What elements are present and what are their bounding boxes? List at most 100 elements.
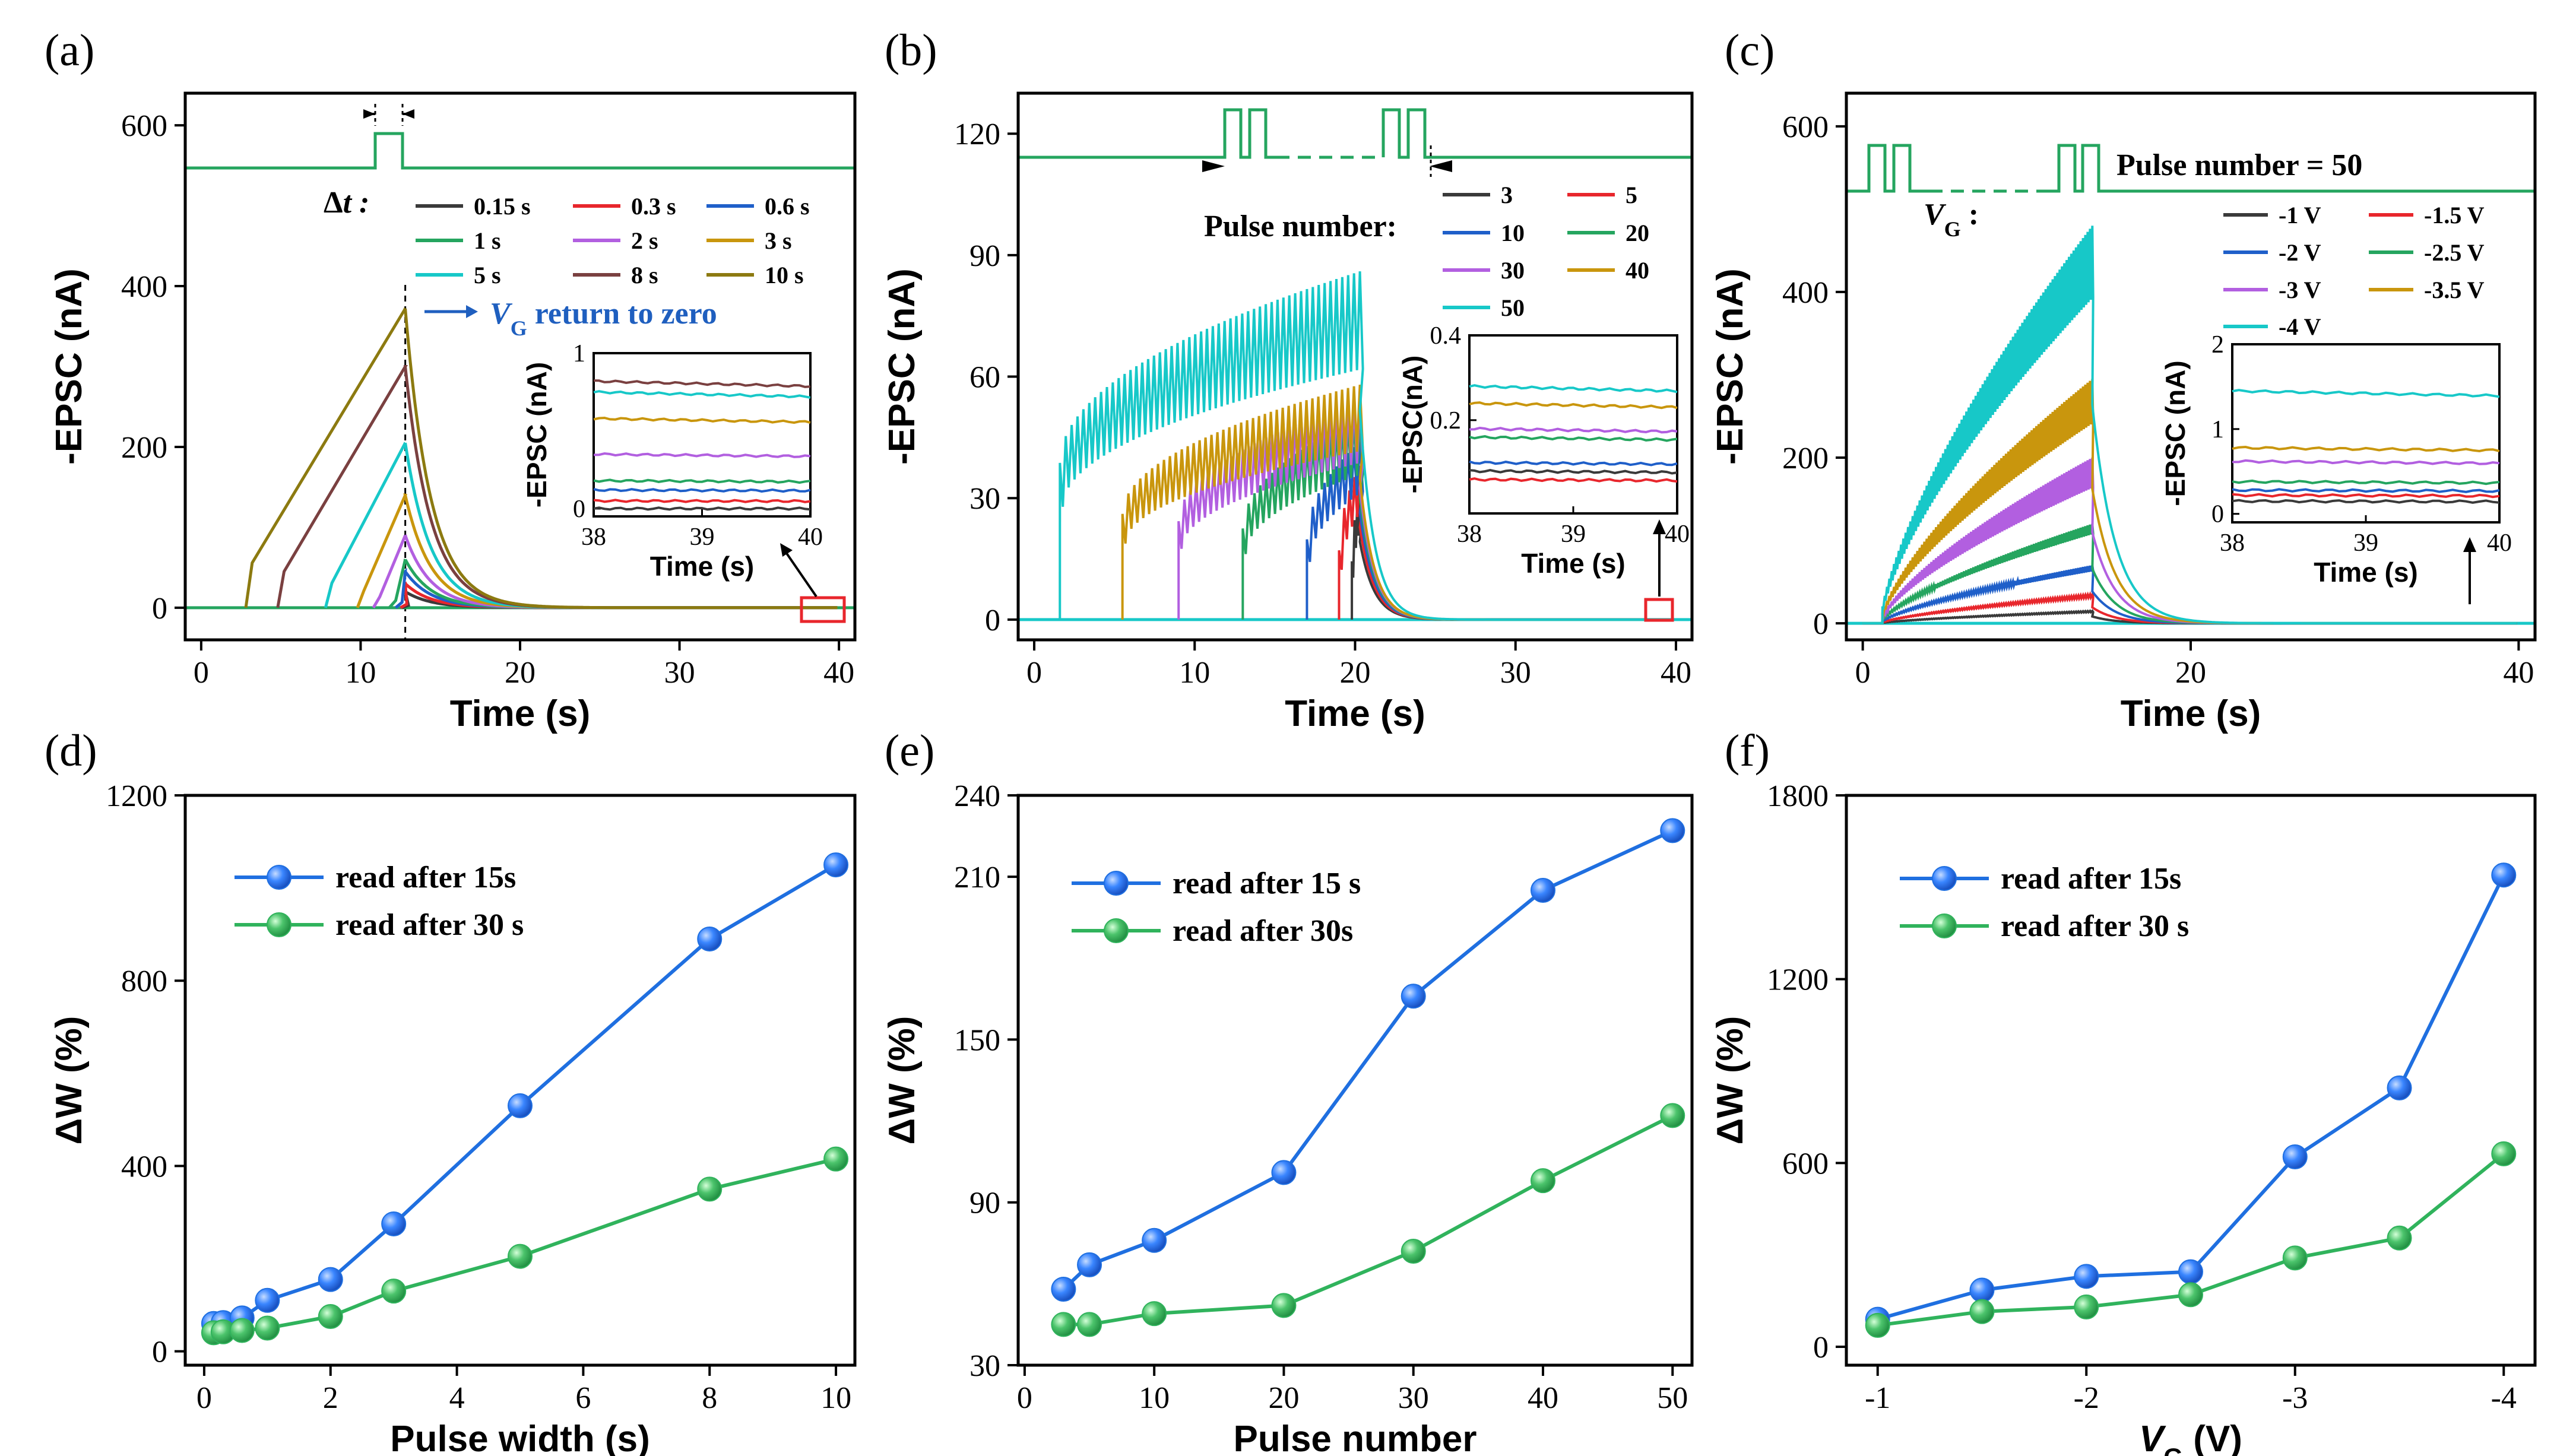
legend-label: read after 30 s	[2001, 909, 2189, 943]
pulse-number-label: Pulse number = 50	[2116, 148, 2362, 182]
inset-x-tick-label: 39	[2353, 529, 2378, 557]
series-line	[1063, 1114, 1674, 1327]
x-tick-label: 30	[1398, 1381, 1429, 1415]
data-point	[1530, 878, 1555, 903]
data-point	[1401, 984, 1426, 1009]
data-point	[318, 1304, 343, 1330]
x-tick-label: 10	[345, 656, 376, 690]
panel-label-d: (d)	[45, 726, 97, 776]
axes-frame	[1845, 794, 2537, 1367]
x-tick-label: 6	[575, 1381, 591, 1415]
data-point	[1142, 1227, 1167, 1253]
legend-label: 50	[1501, 294, 1525, 321]
y-tick-label: 150	[954, 1023, 1000, 1057]
x-tick-label: 0	[1855, 656, 1871, 690]
legend-title: Pulse number:	[1204, 210, 1397, 243]
x-tick-label: 40	[1528, 1381, 1558, 1415]
data-point	[1660, 818, 1685, 843]
legend-label: 8 s	[631, 262, 658, 288]
x-tick-label: 50	[1657, 1381, 1688, 1415]
x-tick-label: 20	[505, 656, 536, 690]
inset-series-line	[2232, 493, 2500, 499]
return-to-zero-annotation: VG return to zero	[490, 297, 717, 340]
legend-label: 2 s	[631, 227, 658, 254]
y-axis-label: ΔW (%)	[1710, 1016, 1751, 1145]
data-point	[1077, 1252, 1102, 1277]
inset-y-axis-label: -EPSC(nA)	[1397, 356, 1428, 494]
chart-panel-a: Δt : 0.15 s 0.3 s 0.6 s 1 s 2 s 3 s 5 s 8 s 10 s V…	[49, 91, 857, 734]
gate-pulse-waveform	[185, 132, 855, 170]
y-tick-label: 90	[969, 1187, 1000, 1220]
annotation-arrowhead	[466, 305, 478, 318]
x-axis-label: Time (s)	[450, 693, 591, 734]
inset-series-line	[593, 499, 811, 503]
inset-series-line	[593, 452, 811, 458]
chart-panel-d: read after 15s read after 30 s 0 2 4 6 8 10 0 400…	[49, 779, 857, 1456]
chart-panel-c: Pulse number = 50 VG : -1 V -1.5 V -2 V -2.5 …	[1710, 91, 2537, 734]
x-tick-label: -4	[2491, 1381, 2517, 1415]
inset-y-tick-label: 2	[2211, 331, 2224, 359]
y-axis-label: -EPSC (nA)	[1710, 268, 1751, 465]
x-tick-label: -3	[2282, 1381, 2308, 1415]
x-tick-label: 0	[1017, 1381, 1032, 1415]
inset-x-axis-label: Time (s)	[650, 551, 755, 582]
x-tick-label: -1	[1865, 1381, 1890, 1415]
legend-label: 40	[1626, 257, 1649, 284]
inset-x-axis-label: Time (s)	[1521, 548, 1626, 579]
data-point	[1530, 1168, 1555, 1194]
inset-series-line	[593, 390, 811, 399]
x-axis-label: Pulse number	[1234, 1419, 1477, 1456]
legend-label: 30	[1501, 257, 1525, 284]
data-point	[1969, 1277, 1995, 1303]
legend-title-delta: Δ	[324, 186, 343, 220]
chart-panel-e: read after 15 s read after 30s 0 10 20 30 40 50…	[882, 779, 1694, 1456]
inset-y-tick-label: 0	[573, 496, 585, 523]
panel-label-c: (c)	[1725, 26, 1775, 75]
data-point	[381, 1279, 407, 1304]
y-tick-label: 120	[954, 118, 1000, 151]
y-tick-label: 200	[121, 431, 167, 465]
chart-panel-b: Pulse number: 3 5 10 20 30 40 50 38 39 40 0.2 0.4 Tim…	[882, 91, 1694, 734]
inset-series-line	[593, 506, 811, 511]
inset-series-line	[1469, 460, 1678, 467]
legend-label: read after 15s	[2001, 862, 2181, 896]
legend-label: 10 s	[765, 262, 804, 288]
legend-title-var: V	[1924, 198, 1947, 231]
data-point	[1401, 1239, 1426, 1264]
legend-label: 0.6 s	[765, 193, 810, 220]
legend-label: 0.3 s	[631, 193, 676, 220]
series-line	[1062, 829, 1674, 1291]
y-tick-label: 0	[1813, 607, 1829, 641]
y-tick-label: 1800	[1767, 779, 1829, 813]
data-point	[318, 1267, 343, 1292]
x-tick-label: 40	[823, 656, 854, 690]
data-point	[1865, 1312, 1890, 1338]
y-tick-label: 0	[985, 604, 1000, 637]
y-axis-label: ΔW (%)	[882, 1016, 923, 1145]
inset-series-line	[1469, 435, 1678, 442]
y-tick-label: 400	[121, 1150, 167, 1184]
zoom-arrowhead	[780, 543, 793, 557]
inset-x-tick-label: 38	[2220, 529, 2245, 557]
data-point	[1142, 1301, 1167, 1327]
legend-label: -3.5 V	[2424, 277, 2485, 303]
legend-title: VG :	[1924, 198, 1979, 241]
inset-series-line	[2232, 445, 2500, 453]
legend-marker	[1104, 871, 1129, 896]
epsc-curve	[1862, 226, 2517, 625]
data-point	[2282, 1245, 2308, 1271]
x-tick-label: 10	[1179, 656, 1210, 690]
pulse-train-end	[1382, 108, 1692, 159]
x-axis-label-unit: (V)	[2183, 1419, 2242, 1456]
epsc-curve	[1059, 271, 1675, 621]
x-axis-label: Pulse width (s)	[390, 1419, 649, 1456]
legend-label: read after 30 s	[335, 908, 524, 942]
legend-label: 0.15 s	[474, 193, 531, 220]
annotation-text: return to zero	[527, 297, 717, 331]
x-tick-label: 30	[1500, 656, 1531, 690]
data-point	[1051, 1277, 1076, 1302]
x-tick-label: 2	[323, 1381, 338, 1415]
inset-series-line	[2232, 499, 2500, 504]
legend-label: -1.5 V	[2424, 202, 2485, 229]
